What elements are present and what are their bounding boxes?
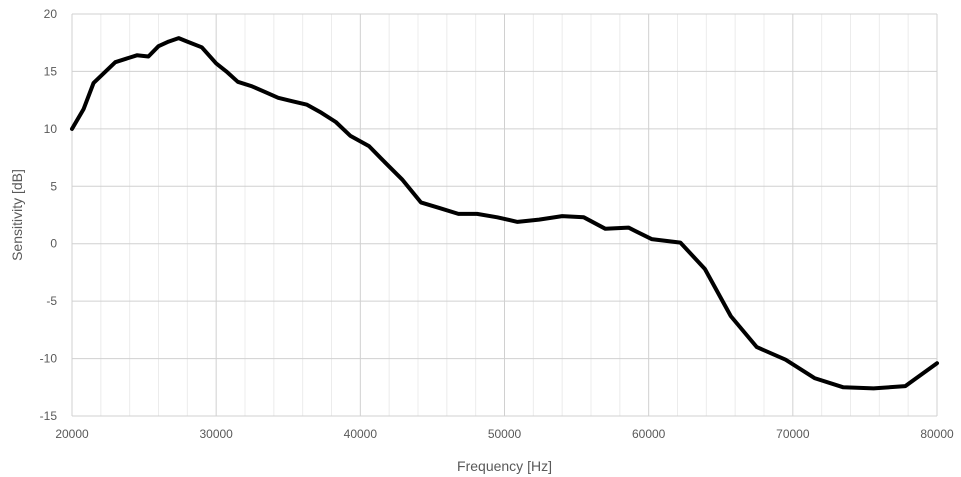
y-tick-label: 20: [44, 7, 58, 21]
x-tick-label: 30000: [199, 427, 233, 441]
y-tick-label: 10: [44, 122, 58, 136]
x-tick-label: 40000: [344, 427, 378, 441]
y-axis-title: Sensitivity [dB]: [9, 169, 25, 261]
x-tick-label: 20000: [55, 427, 89, 441]
y-tick-label: -10: [40, 352, 58, 366]
y-tick-label: 5: [50, 179, 57, 193]
y-tick-label: -5: [46, 294, 57, 308]
y-tick-labels: -15 -10 -5 0 5 10 15 20: [40, 7, 58, 423]
x-tick-label: 80000: [920, 427, 954, 441]
major-gridlines: [71, 13, 938, 417]
y-tick-label: -15: [40, 409, 58, 423]
x-tick-label: 60000: [632, 427, 666, 441]
series-layer: [70, 36, 939, 391]
series-line-0: [70, 36, 939, 391]
y-tick-label: 15: [44, 64, 58, 78]
y-tick-label: 0: [50, 237, 57, 251]
x-tick-labels: 20000 30000 40000 50000 60000 70000 80000: [55, 427, 954, 441]
x-tick-label: 50000: [488, 427, 522, 441]
x-tick-label: 70000: [776, 427, 810, 441]
x-axis-title: Frequency [Hz]: [457, 458, 552, 474]
